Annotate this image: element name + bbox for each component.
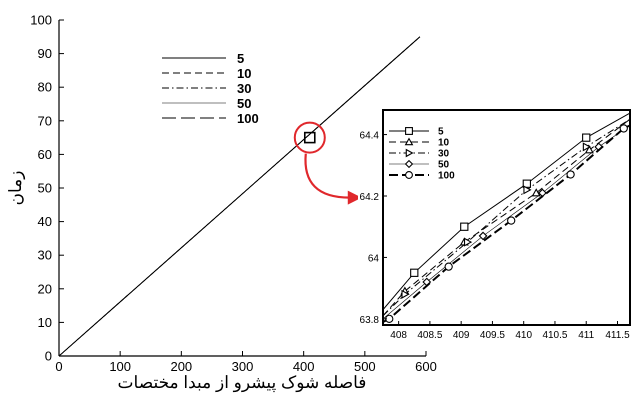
y-tick-label: 10 <box>38 315 52 330</box>
y-tick-label: 50 <box>38 181 52 196</box>
circle-marker <box>566 170 575 179</box>
y-axis-label: زمان <box>6 171 26 206</box>
inset-plot: 408 408.5 409 409.5 410 410.5 411 411.5 63.8 64 64… <box>358 108 631 341</box>
x-tick-label: 100 <box>109 359 131 374</box>
inset-x-tick-label: 410 <box>515 330 532 341</box>
inset-legend-label-5: 5 <box>438 127 444 138</box>
callout-arrow <box>304 153 350 199</box>
x-tick-label: 400 <box>293 359 315 374</box>
square-marker <box>410 268 419 277</box>
y-tick-label: 40 <box>38 214 52 229</box>
highlight-marker <box>303 131 316 144</box>
y-tick-label: 30 <box>38 248 52 263</box>
circle-marker <box>405 171 413 179</box>
inset-x-tick-label: 410.5 <box>542 330 567 341</box>
inset-x-tick-label: 409 <box>453 330 470 341</box>
inset-x-tick-label: 411.5 <box>605 330 630 341</box>
series-line-100 <box>58 36 421 357</box>
legend-label-100: 100 <box>237 111 259 126</box>
inset-x-tick-label: 408 <box>390 330 407 341</box>
inset-legend-label-10: 10 <box>438 138 450 149</box>
y-tick-label: 70 <box>38 113 52 128</box>
inset-frame <box>382 109 631 326</box>
legend-label-30: 30 <box>237 81 251 96</box>
circle-marker <box>507 216 516 225</box>
inset-x-tick-label: 408.5 <box>417 330 442 341</box>
x-tick-label: 500 <box>354 359 376 374</box>
inset-y-tick-label: 63.8 <box>360 315 380 326</box>
inset-x-tick-label: 409.5 <box>480 330 505 341</box>
y-tick-label: 20 <box>38 281 52 296</box>
inset-legend-label-100: 100 <box>438 171 455 182</box>
inset-x-tick-label: 411 <box>578 330 594 341</box>
triangle-right-marker <box>405 148 414 158</box>
circle-marker <box>619 124 628 133</box>
circle-marker <box>444 262 453 271</box>
y-tick-label: 100 <box>30 13 52 28</box>
arrowhead <box>347 190 362 205</box>
inset-series-line-10 <box>383 118 631 317</box>
x-tick-label: 0 <box>55 359 62 374</box>
square-marker <box>405 127 413 135</box>
inset-y-tick-label: 64 <box>368 253 380 264</box>
legend-label-5: 5 <box>237 51 244 66</box>
legend-label-50: 50 <box>237 96 251 111</box>
triangle-right-marker <box>523 185 532 195</box>
x-tick-label: 300 <box>232 359 254 374</box>
callout <box>293 121 362 205</box>
y-tick-label: 90 <box>38 46 52 61</box>
x-tick-label: 600 <box>415 359 437 374</box>
triangle-right-marker <box>401 289 410 299</box>
x-tick-label: 200 <box>170 359 192 374</box>
inset-series-line-30 <box>383 118 631 317</box>
triangle-marker <box>404 137 414 146</box>
main-plot: 0 100 200 300 400 500 600 0 10 20 30 40 50 60 70 80 90 10… <box>30 13 437 375</box>
diamond-marker <box>478 231 488 241</box>
triangle-right-marker <box>463 237 473 247</box>
triangle-marker <box>531 188 541 197</box>
triangle-marker <box>584 145 594 154</box>
square-marker <box>582 133 591 142</box>
y-tick-label: 0 <box>45 349 52 364</box>
square-marker <box>460 222 469 231</box>
y-tick-label: 60 <box>38 147 52 162</box>
legend-label-10: 10 <box>237 66 251 81</box>
inset-series-line-5 <box>383 112 631 310</box>
triangle-right-marker <box>582 142 591 152</box>
y-tick-label: 80 <box>38 80 52 95</box>
inset-y-tick-label: 64.2 <box>360 192 380 203</box>
inset-legend-label-50: 50 <box>438 160 450 171</box>
inset-legend-label-30: 30 <box>438 149 450 160</box>
inset-series-group <box>383 112 631 324</box>
inset-series-line-50 <box>383 125 631 320</box>
zoom-circle <box>293 121 326 154</box>
inset-y-tick-label: 64.4 <box>360 131 380 142</box>
x-axis-label: فاصله شوک پیشرو از مبدا مختصات <box>118 373 367 393</box>
diamond-marker <box>404 159 414 169</box>
